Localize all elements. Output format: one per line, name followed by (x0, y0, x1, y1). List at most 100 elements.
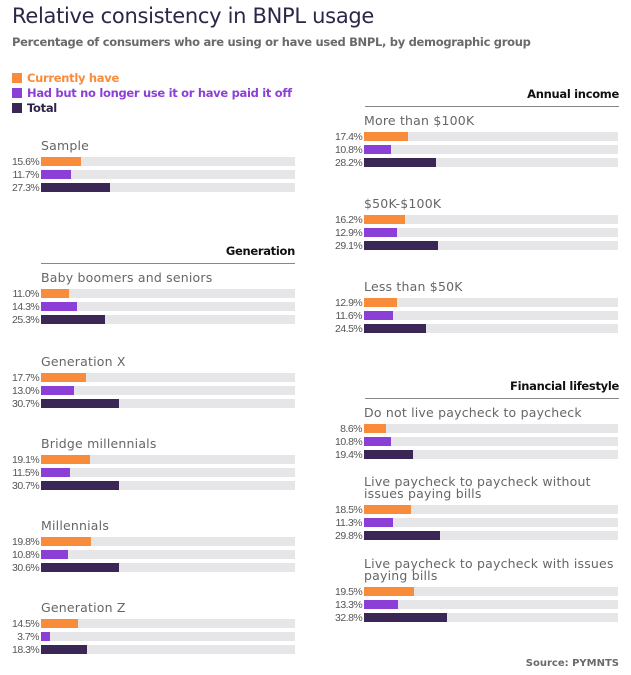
bar-group: More than $100K 17.4% 10.8% 28.2% (335, 114, 625, 169)
bar-row-former: 10.8% (335, 435, 625, 448)
legend-swatch-current (12, 72, 22, 83)
data-label: 27.3% (12, 181, 40, 194)
bar-group: $50K-$100K 16.2% 12.9% 29.1% (335, 197, 625, 252)
bar-former (41, 170, 71, 179)
bar-current (41, 157, 81, 166)
bar-total (364, 324, 427, 333)
source-note: Source: PYMNTS (525, 658, 619, 669)
bar-track (364, 228, 618, 237)
group-label: Do not live paycheck to paycheck (364, 405, 582, 420)
bar-current (41, 537, 92, 546)
bar-track (41, 550, 295, 559)
bar-total (41, 399, 119, 408)
bar-group: Baby boomers and seniors 11.0% 14.3% 25.3% (12, 271, 302, 326)
legend: Currently have Had but no longer use it … (12, 70, 292, 115)
group-label: Millennials (41, 518, 110, 533)
bar-group: Do not live paycheck to paycheck 8.6% 10.8… (335, 406, 625, 461)
group-label: Live paycheck to paycheck without issues… (364, 474, 591, 501)
bar-row-former: 10.8% (12, 548, 302, 561)
bar-track (41, 619, 295, 628)
bar-track (364, 600, 618, 609)
legend-item-total: Total (12, 100, 292, 115)
bar-track (364, 215, 618, 224)
bar-row-total: 32.8% (335, 611, 625, 624)
bar-row-current: 15.6% (12, 155, 302, 168)
bar-row-total: 19.4% (335, 448, 625, 461)
bar-track (364, 298, 618, 307)
data-label: 14.3% (12, 300, 40, 313)
bar-row-former: 13.0% (12, 384, 302, 397)
data-label: 28.2% (335, 156, 363, 169)
bar-current (364, 505, 411, 514)
bar-group: Sample 15.6% 11.7% 27.3% (12, 139, 302, 194)
bar-current (41, 619, 78, 628)
bar-track (364, 145, 618, 154)
bar-row-total: 28.2% (335, 156, 625, 169)
bar-row-former: 13.3% (335, 598, 625, 611)
bar-row-former: 11.3% (335, 516, 625, 529)
bar-track (41, 315, 295, 324)
data-label: 25.3% (12, 313, 40, 326)
bar-row-current: 17.7% (12, 371, 302, 384)
group-label: More than $100K (364, 113, 475, 128)
data-label: 19.4% (335, 448, 363, 461)
bar-row-current: 18.5% (335, 503, 625, 516)
bar-row-total: 30.7% (12, 479, 302, 492)
group-label: Bridge millennials (41, 436, 157, 451)
data-label: 11.3% (335, 516, 363, 529)
bar-track (364, 324, 618, 333)
bar-row-former: 11.7% (12, 168, 302, 181)
bar-former (364, 228, 397, 237)
bar-current (364, 424, 386, 433)
bar-current (364, 587, 414, 596)
bar-group: Live paycheck to paycheck without issues… (335, 474, 625, 542)
data-label: 17.7% (12, 371, 40, 384)
data-label: 30.7% (12, 397, 40, 410)
bar-track (364, 587, 618, 596)
legend-label: Total (27, 100, 57, 115)
data-label: 11.5% (12, 466, 40, 479)
data-label: 13.0% (12, 384, 40, 397)
bar-row-total: 27.3% (12, 181, 302, 194)
bar-total (364, 241, 438, 250)
bar-group: Generation X 17.7% 13.0% 30.7% (12, 355, 302, 410)
bar-current (364, 132, 409, 141)
bar-track (41, 537, 295, 546)
group-label: Sample (41, 138, 90, 153)
data-label: 10.8% (12, 548, 40, 561)
bar-row-current: 19.8% (12, 535, 302, 548)
bar-group: Bridge millennials 19.1% 11.5% 30.7% (12, 437, 302, 492)
bar-total (364, 158, 436, 167)
bar-track (41, 170, 295, 179)
section-header-lifestyle: Financial lifestyle (365, 379, 619, 399)
group-label: Less than $50K (364, 279, 463, 294)
data-label: 30.6% (12, 561, 40, 574)
group-label: Live paycheck to paycheck with issues pa… (364, 556, 614, 583)
bar-track (364, 531, 618, 540)
data-label: 10.8% (335, 143, 363, 156)
bar-group: Live paycheck to paycheck with issues pa… (335, 556, 625, 624)
data-label: 19.1% (12, 453, 40, 466)
bar-row-former: 11.6% (335, 309, 625, 322)
bar-track (364, 518, 618, 527)
bar-total (41, 563, 119, 572)
data-label: 24.5% (335, 322, 363, 335)
data-label: 12.9% (335, 296, 363, 309)
bar-group: Generation Z 14.5% 3.7% 18.3% (12, 601, 302, 656)
bar-current (364, 298, 397, 307)
bar-row-current: 19.5% (335, 585, 625, 598)
bar-row-total: 25.3% (12, 313, 302, 326)
bar-total (364, 450, 414, 459)
bar-row-former: 3.7% (12, 630, 302, 643)
bar-track (41, 563, 295, 572)
group-label: $50K-$100K (364, 196, 442, 211)
bar-group: Millennials 19.8% 10.8% 30.6% (12, 519, 302, 574)
bar-track (364, 424, 618, 433)
bar-current (41, 373, 86, 382)
bar-former (364, 600, 398, 609)
bar-former (364, 311, 394, 320)
bar-total (41, 315, 106, 324)
data-label: 8.6% (340, 422, 362, 435)
data-label: 13.3% (335, 598, 363, 611)
data-label: 3.7% (17, 630, 39, 643)
